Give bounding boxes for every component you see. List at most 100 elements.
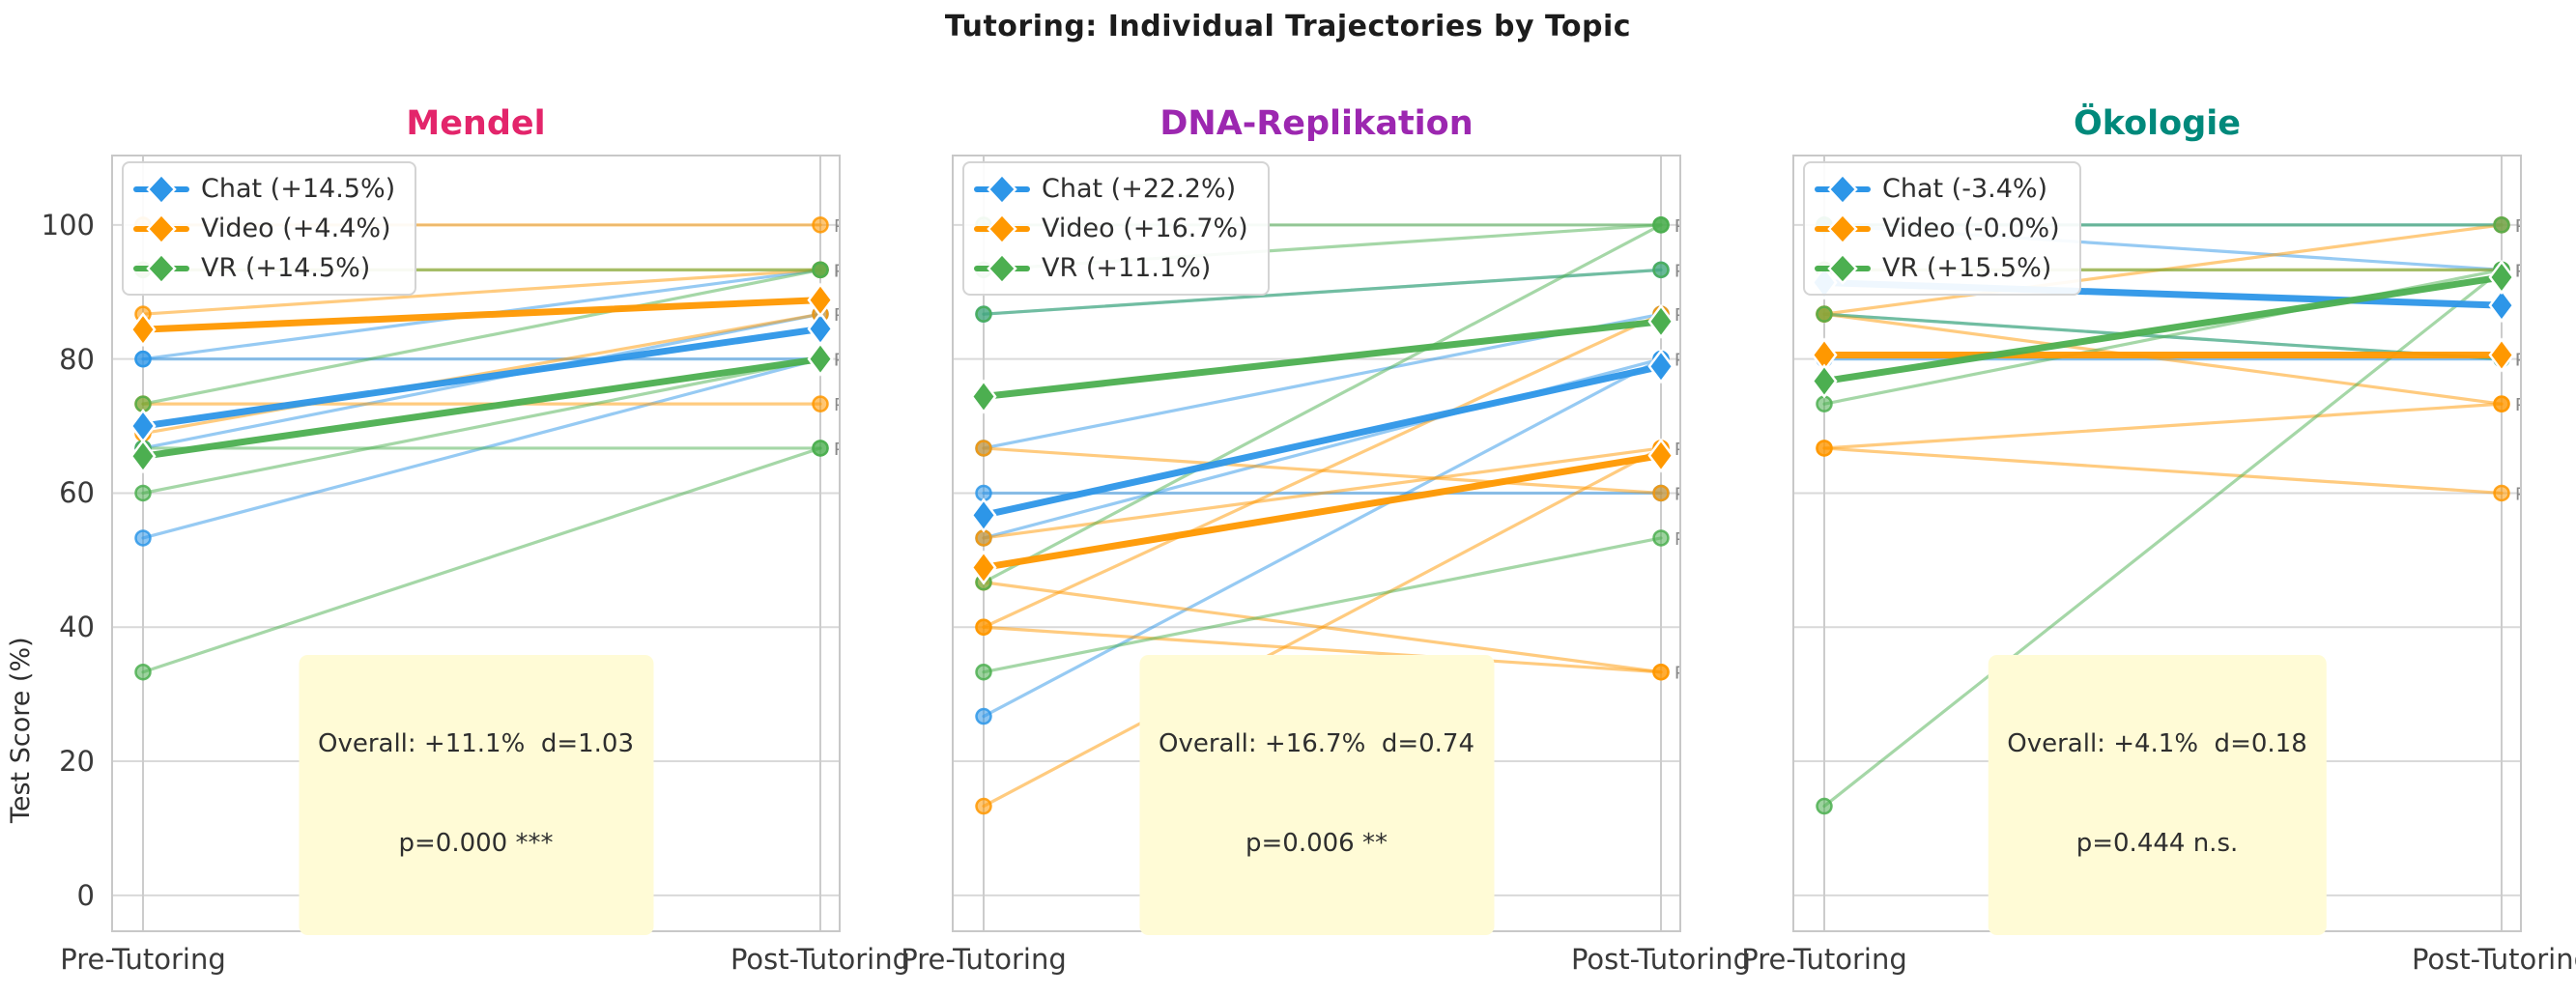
y-tick-label: 60 xyxy=(59,476,95,510)
participant-label: P30 xyxy=(2515,351,2522,371)
trajectory-line xyxy=(1822,402,2504,450)
trajectory-line xyxy=(982,446,1663,809)
group-mean-marker xyxy=(2488,288,2515,324)
participant-label: P12 xyxy=(1674,664,1681,684)
stats-line1: Overall: +16.7% d=0.74 xyxy=(1158,729,1475,759)
group-mean-marker xyxy=(970,550,997,585)
trajectory-line xyxy=(982,625,1663,674)
participant-label: P16 xyxy=(834,261,841,281)
point-marker xyxy=(1652,216,1670,234)
legend-marker-icon xyxy=(133,172,189,206)
group-mean-marker xyxy=(129,439,157,474)
group-mean-marker xyxy=(970,379,997,414)
participant-label: P12 xyxy=(834,261,841,281)
point-marker xyxy=(975,663,992,681)
y-tick-label: 40 xyxy=(59,611,95,644)
x-tick-pre: Pre-Tutoring xyxy=(60,943,226,976)
point-marker xyxy=(975,529,992,547)
participant-label: P4 xyxy=(1674,216,1681,237)
participant-label: P17 xyxy=(1674,440,1681,460)
participant-label: P24 xyxy=(834,261,841,281)
plot-area: P13 P30 P2 P16P10 P9 P7 P15 P22P12 P17 P3P6 P18 P4 P… xyxy=(952,155,1681,932)
legend-label: Chat (+22.2%) xyxy=(1042,174,1237,204)
point-marker xyxy=(1652,484,1670,502)
participant-label: P15 xyxy=(834,351,841,371)
participant-label: P9 xyxy=(2515,484,2522,504)
legend-item-video: Video (+16.7%) xyxy=(974,209,1248,248)
stats-annotation: Overall: +4.1% d=0.18 p=0.444 n.s. xyxy=(1988,654,2327,935)
participant-label: P18 xyxy=(2515,261,2522,281)
group-mean-marker xyxy=(807,311,834,347)
group-mean-line xyxy=(980,452,1665,571)
legend-marker-icon xyxy=(974,212,1030,245)
stats-line1: Overall: +11.1% d=1.03 xyxy=(317,729,635,759)
participant-label: P30 xyxy=(834,305,841,326)
participant-label: P30 xyxy=(1674,305,1681,326)
legend-label: Chat (-3.4%) xyxy=(1882,174,2048,204)
participant-label: P17 xyxy=(2515,395,2522,415)
participant-label: P15 xyxy=(1674,440,1681,460)
group-mean-line xyxy=(139,297,824,333)
legend: Chat (-3.4%) Video (-0.0%) VR (+15.5%) xyxy=(1803,161,2081,296)
participant-label: P5 xyxy=(834,395,841,415)
stats-line1: Overall: +4.1% d=0.18 xyxy=(2007,729,2307,759)
trajectory-line xyxy=(141,312,822,436)
point-marker xyxy=(2493,484,2510,502)
participant-label: P10 xyxy=(1674,351,1681,371)
participant-label: P9 xyxy=(1674,305,1681,326)
y-tick-label: 100 xyxy=(41,208,95,242)
trajectory-line xyxy=(1822,312,2504,361)
participant-label: P10 xyxy=(834,305,841,326)
point-marker xyxy=(975,797,992,815)
participant-label: P22 xyxy=(1674,664,1681,684)
legend-item-vr: VR (+15.5%) xyxy=(1815,248,2060,288)
legend-label: Video (+4.4%) xyxy=(201,213,391,243)
point-marker xyxy=(812,261,829,279)
point-marker xyxy=(1652,663,1670,681)
participant-label: P13 xyxy=(834,261,841,281)
y-axis-label: Test Score (%) xyxy=(6,636,36,823)
chart-title: Tutoring: Individual Trajectories by Top… xyxy=(944,10,1632,43)
participant-label: P2 xyxy=(1674,484,1681,504)
point-marker xyxy=(812,440,829,457)
point-marker xyxy=(975,440,992,457)
participant-label: P13 xyxy=(2515,261,2522,281)
point-marker xyxy=(2493,216,2510,234)
stats-annotation: Overall: +11.1% d=1.03 p=0.000 *** xyxy=(298,654,654,935)
y-axis: Test Score (%) 0 20 40 60 80 100 xyxy=(0,155,108,932)
legend-item-video: Video (-0.0%) xyxy=(1815,209,2060,248)
legend: Chat (+14.5%) Video (+4.4%) VR (+14.5%) xyxy=(122,161,417,296)
participant-label: P12 xyxy=(2515,216,2522,237)
group-mean-marker xyxy=(1811,363,1838,399)
participant-label: P13 xyxy=(1674,261,1681,281)
legend-label: Video (-0.0%) xyxy=(1882,213,2060,243)
participant-label: P3 xyxy=(2515,261,2522,281)
stats-line2: p=0.006 ** xyxy=(1245,829,1388,859)
legend-marker-icon xyxy=(974,251,1030,285)
group-mean-line xyxy=(1820,273,2505,385)
participant-label: P6 xyxy=(1674,216,1681,237)
stats-line2: p=0.000 *** xyxy=(398,829,554,859)
legend-item-chat: Chat (-3.4%) xyxy=(1815,169,2060,209)
participant-label: P3 xyxy=(1674,216,1681,237)
participant-label: P7 xyxy=(1674,484,1681,504)
point-marker xyxy=(134,484,152,502)
participant-label: P14 xyxy=(834,216,841,237)
participant-label: P9 xyxy=(834,440,841,460)
point-marker xyxy=(134,350,152,368)
participant-label: P8 xyxy=(2515,351,2522,371)
group-mean-marker xyxy=(807,282,834,318)
legend-item-chat: Chat (+22.2%) xyxy=(974,169,1248,209)
group-mean-marker xyxy=(807,341,834,377)
legend-label: VR (+15.5%) xyxy=(1882,253,2052,283)
legend-marker-icon xyxy=(1815,251,1871,285)
legend-marker-icon xyxy=(133,251,189,285)
participant-label: P2 xyxy=(834,440,841,460)
x-tick-pre: Pre-Tutoring xyxy=(1741,943,1907,976)
legend-item-vr: VR (+14.5%) xyxy=(133,248,395,288)
participant-label: P11 xyxy=(2515,351,2522,371)
legend-marker-icon xyxy=(133,212,189,245)
participant-label: P26 xyxy=(834,351,841,371)
point-marker xyxy=(1816,395,1833,412)
